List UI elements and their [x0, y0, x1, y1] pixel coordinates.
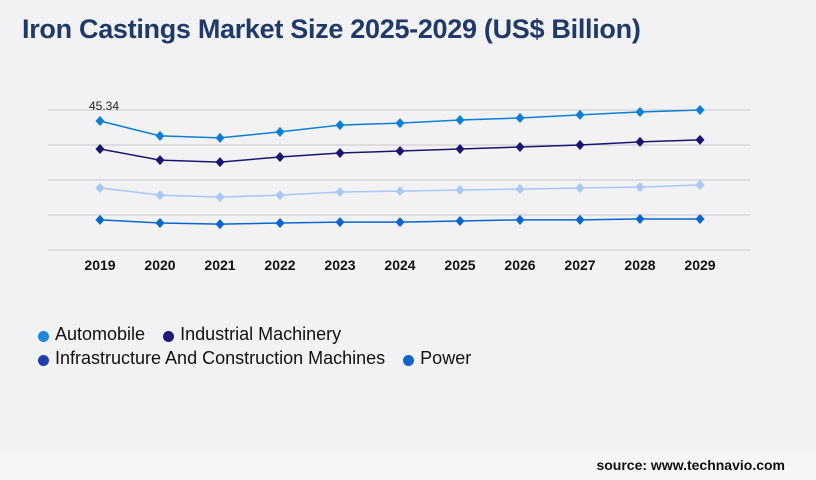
data-point	[455, 184, 465, 195]
data-point	[515, 184, 525, 195]
data-point	[635, 136, 645, 147]
data-label: 45.34	[89, 99, 119, 113]
data-point	[275, 126, 285, 137]
data-point	[275, 151, 285, 162]
x-tick-label: 2021	[204, 257, 235, 273]
x-tick-label: 2019	[84, 257, 115, 273]
legend-item-automobile[interactable]: Automobile	[38, 324, 145, 345]
data-point	[395, 118, 405, 129]
legend-item-industrial-machinery[interactable]: Industrial Machinery	[163, 324, 341, 345]
data-point	[155, 155, 165, 166]
data-point	[335, 147, 345, 158]
data-point	[635, 106, 645, 117]
x-tick-label: 2020	[144, 257, 175, 273]
data-point	[635, 213, 645, 224]
data-point	[215, 132, 225, 143]
data-point	[155, 190, 165, 201]
data-point	[95, 143, 105, 154]
data-point	[95, 115, 105, 126]
data-point	[95, 182, 105, 193]
x-tick-label: 2022	[264, 257, 295, 273]
data-point	[695, 105, 705, 115]
x-tick-label: 2027	[564, 257, 595, 273]
legend-label: Power	[420, 347, 472, 368]
x-tick-label: 2025	[444, 257, 475, 273]
data-point	[575, 214, 585, 225]
legend-label: Automobile	[55, 323, 146, 344]
data-point	[215, 192, 225, 203]
x-tick-label: 2026	[504, 257, 535, 273]
data-point	[695, 134, 705, 145]
legend-marker	[38, 354, 49, 366]
legend-item-power[interactable]: Power	[403, 348, 471, 369]
data-point	[275, 217, 285, 228]
data-point	[515, 141, 525, 152]
data-point	[575, 140, 585, 150]
data-point	[95, 214, 105, 225]
x-tick-label: 2028	[624, 257, 655, 273]
chart-title: Iron Castings Market Size 2025-2029 (US$…	[22, 14, 641, 44]
data-point	[575, 109, 585, 120]
data-point	[515, 112, 525, 123]
data-point	[695, 179, 705, 190]
data-point	[275, 190, 285, 201]
data-point	[455, 143, 465, 154]
data-point	[635, 182, 645, 193]
data-point	[215, 219, 225, 230]
legend-marker	[38, 330, 49, 342]
data-point	[335, 217, 345, 228]
data-point	[695, 213, 705, 224]
x-tick-label: 2023	[324, 257, 355, 273]
data-point	[335, 186, 345, 197]
legend-item-infrastructure[interactable]: Infrastructure And Construction Machines	[38, 348, 385, 369]
data-point	[215, 157, 225, 168]
legend-marker	[403, 354, 415, 366]
line-chart: 2019 2020 2021 2022 2023 2024 2025 2026 2027 2028…	[48, 99, 750, 273]
x-tick-label: 2029	[684, 257, 715, 273]
data-point	[575, 182, 585, 193]
data-point	[515, 214, 525, 225]
x-tick-label: 2024	[384, 257, 415, 273]
data-point	[395, 186, 405, 197]
data-point	[155, 217, 165, 228]
legend-label: Infrastructure And Construction Machines	[55, 347, 386, 368]
data-point	[155, 130, 165, 141]
legend-marker	[163, 330, 175, 342]
footer	[0, 452, 816, 480]
data-point	[395, 217, 405, 228]
data-point	[455, 114, 465, 125]
legend: Automobile Industrial Machinery Infrastr…	[38, 322, 489, 370]
legend-label: Industrial Machinery	[180, 323, 342, 344]
source-text: source: www.technavio.com	[596, 457, 785, 473]
data-point	[335, 120, 345, 131]
data-point	[395, 145, 405, 156]
data-point	[455, 215, 465, 226]
